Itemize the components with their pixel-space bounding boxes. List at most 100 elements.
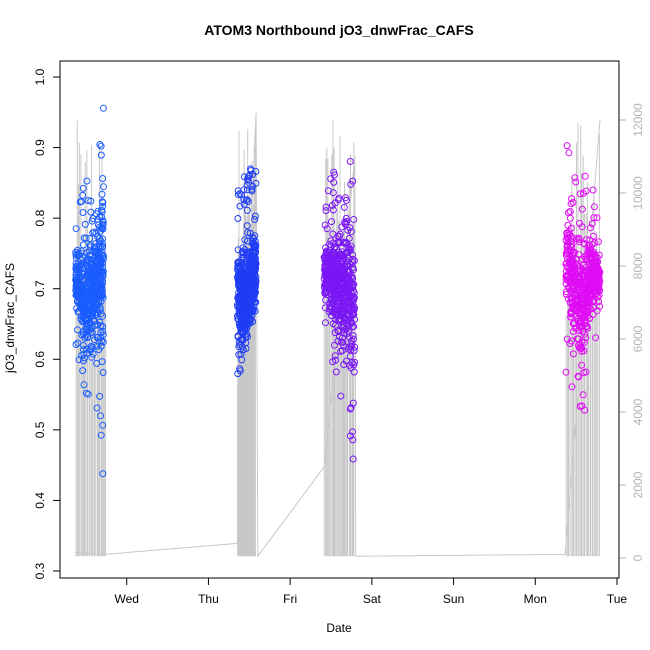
data-point xyxy=(251,216,259,223)
data-point xyxy=(74,326,81,334)
data-point xyxy=(99,252,106,260)
data-point xyxy=(342,194,350,202)
data-point xyxy=(342,256,350,264)
y-axis-label: jO3_dnwFrac_CAFS xyxy=(3,263,17,374)
data-point xyxy=(330,244,338,252)
data-point xyxy=(562,276,570,284)
data-point xyxy=(593,290,601,298)
data-point xyxy=(73,304,81,312)
data-point xyxy=(73,278,81,286)
data-point xyxy=(335,299,343,307)
data-point xyxy=(239,248,246,256)
data-point xyxy=(566,250,574,258)
data-point xyxy=(329,239,337,247)
data-point xyxy=(326,303,334,311)
data-point xyxy=(83,177,91,185)
data-point xyxy=(99,312,106,320)
data-point xyxy=(246,229,254,237)
data-point xyxy=(331,171,338,179)
data-point xyxy=(74,246,81,254)
data-point xyxy=(240,277,248,285)
data-point xyxy=(585,288,593,296)
data-point xyxy=(83,249,91,257)
right-tick-label: 12000 xyxy=(631,103,645,137)
data-point xyxy=(96,141,104,148)
data-point xyxy=(566,274,574,282)
data-point xyxy=(336,316,344,324)
data-point xyxy=(326,268,334,276)
data-point xyxy=(329,358,337,366)
y-tick-label: 0.8 xyxy=(33,209,47,226)
data-point xyxy=(345,268,353,276)
data-point xyxy=(346,352,354,360)
right-tick-label: 10000 xyxy=(631,176,645,210)
data-point xyxy=(331,243,339,251)
data-point xyxy=(243,222,251,230)
data-point xyxy=(99,421,107,429)
flight-3-points xyxy=(320,158,359,463)
data-point xyxy=(80,357,87,365)
data-point xyxy=(567,224,575,232)
data-point xyxy=(96,392,104,400)
data-point xyxy=(337,392,345,400)
axes-layer: 0.3 0.4 0.5 0.6 0.7 0.8 0.9 1.0 Wed Thu Fri Sat Sun M… xyxy=(33,60,645,606)
data-point xyxy=(569,350,577,358)
data-point xyxy=(347,292,355,300)
data-point xyxy=(238,321,246,329)
data-point xyxy=(97,276,105,284)
data-point xyxy=(236,365,244,373)
data-point xyxy=(247,167,255,174)
data-point xyxy=(580,240,588,248)
data-point xyxy=(249,276,257,284)
data-point xyxy=(321,304,329,312)
data-point xyxy=(234,315,242,323)
data-point xyxy=(99,272,107,280)
data-point xyxy=(594,258,602,266)
data-point xyxy=(99,255,107,263)
y-tick-label: 0.7 xyxy=(33,280,47,297)
data-point xyxy=(97,412,104,420)
data-point xyxy=(241,326,249,334)
data-point xyxy=(96,318,104,326)
data-point xyxy=(582,268,590,276)
data-point xyxy=(565,149,573,157)
data-point xyxy=(81,220,89,228)
data-point xyxy=(335,312,342,320)
data-point xyxy=(324,187,332,195)
data-point xyxy=(246,319,254,327)
data-point xyxy=(243,206,251,214)
data-point xyxy=(96,234,103,242)
data-point xyxy=(586,314,594,322)
data-point xyxy=(343,275,351,283)
data-point xyxy=(90,302,98,310)
data-point xyxy=(90,290,97,298)
data-point xyxy=(93,404,101,412)
data-point xyxy=(568,234,576,242)
data-point xyxy=(339,238,347,246)
data-point xyxy=(331,341,338,349)
data-point xyxy=(251,212,259,220)
data-point xyxy=(349,455,357,463)
data-point xyxy=(575,319,583,327)
data-point xyxy=(84,197,92,204)
data-point xyxy=(566,208,574,215)
data-point xyxy=(583,236,590,244)
data-point xyxy=(569,328,577,335)
data-point xyxy=(338,266,346,274)
y-tick-label: 0.4 xyxy=(33,492,47,509)
data-point xyxy=(251,249,259,257)
data-point xyxy=(234,191,242,199)
data-point xyxy=(331,329,339,337)
data-point xyxy=(94,233,101,241)
data-point xyxy=(567,200,575,208)
data-point xyxy=(86,306,94,314)
data-point xyxy=(75,251,83,259)
data-point xyxy=(239,308,247,316)
data-point xyxy=(95,251,103,258)
data-point xyxy=(243,196,251,204)
data-point xyxy=(237,350,245,358)
data-point xyxy=(72,225,80,233)
data-point xyxy=(329,255,337,263)
data-point xyxy=(88,353,96,361)
data-point xyxy=(86,270,94,278)
